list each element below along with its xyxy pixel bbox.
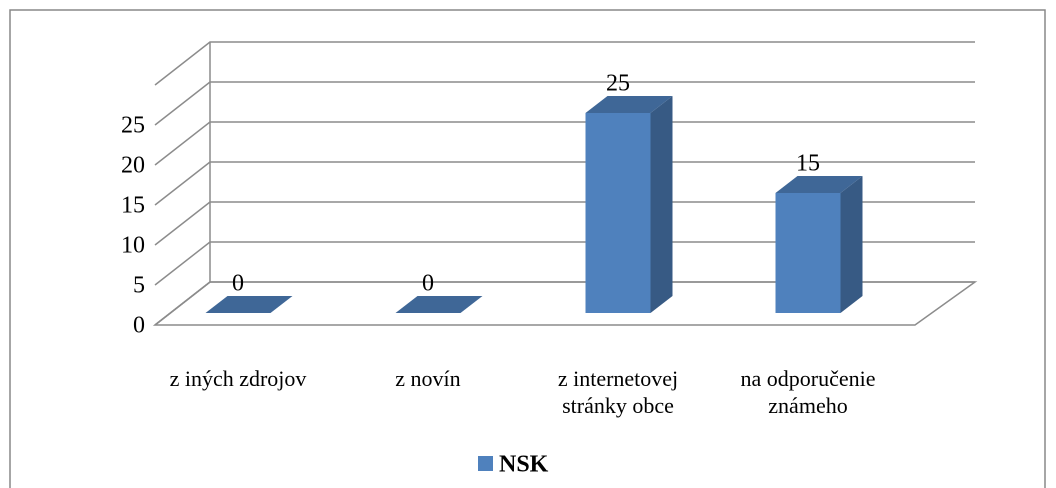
data-label: 25	[606, 71, 630, 97]
y-tick-label: 20	[121, 153, 145, 179]
bar-top	[585, 96, 673, 113]
x-tick-label: z internetovej stránky obce	[557, 366, 679, 418]
bar-top	[775, 176, 863, 193]
data-label: 0	[232, 271, 244, 297]
y-tick-label: 15	[121, 193, 145, 219]
bar	[585, 96, 673, 313]
grid-line	[154, 201, 975, 246]
x-tick-label: z iných zdrojov	[169, 366, 307, 391]
bar-side	[840, 176, 863, 313]
grid-line	[154, 281, 975, 326]
y-tick-label: 0	[133, 313, 145, 339]
bar-front	[585, 113, 651, 313]
bar-top	[205, 296, 293, 313]
bar	[205, 296, 293, 313]
grid-line	[154, 121, 975, 166]
grid-line	[154, 161, 975, 206]
legend-label: NSK	[499, 452, 549, 478]
data-label: 0	[422, 271, 434, 297]
chart-border	[9, 9, 1046, 488]
bar-side	[650, 96, 673, 313]
grid-line	[154, 81, 975, 126]
data-label: 15	[796, 151, 820, 177]
y-tick-label: 10	[121, 233, 145, 259]
bar-front	[775, 193, 841, 313]
grid-line	[154, 241, 975, 286]
bar-top	[395, 296, 483, 313]
y-tick-label: 5	[133, 273, 145, 299]
x-tick-label: z novín	[395, 366, 461, 391]
legend-swatch	[478, 456, 493, 471]
y-tick-label: 25	[121, 113, 145, 139]
wall-top-line	[154, 41, 975, 86]
bar	[395, 296, 483, 313]
bar	[775, 176, 863, 313]
x-tick-label: na odporučenie známeho	[740, 366, 876, 418]
